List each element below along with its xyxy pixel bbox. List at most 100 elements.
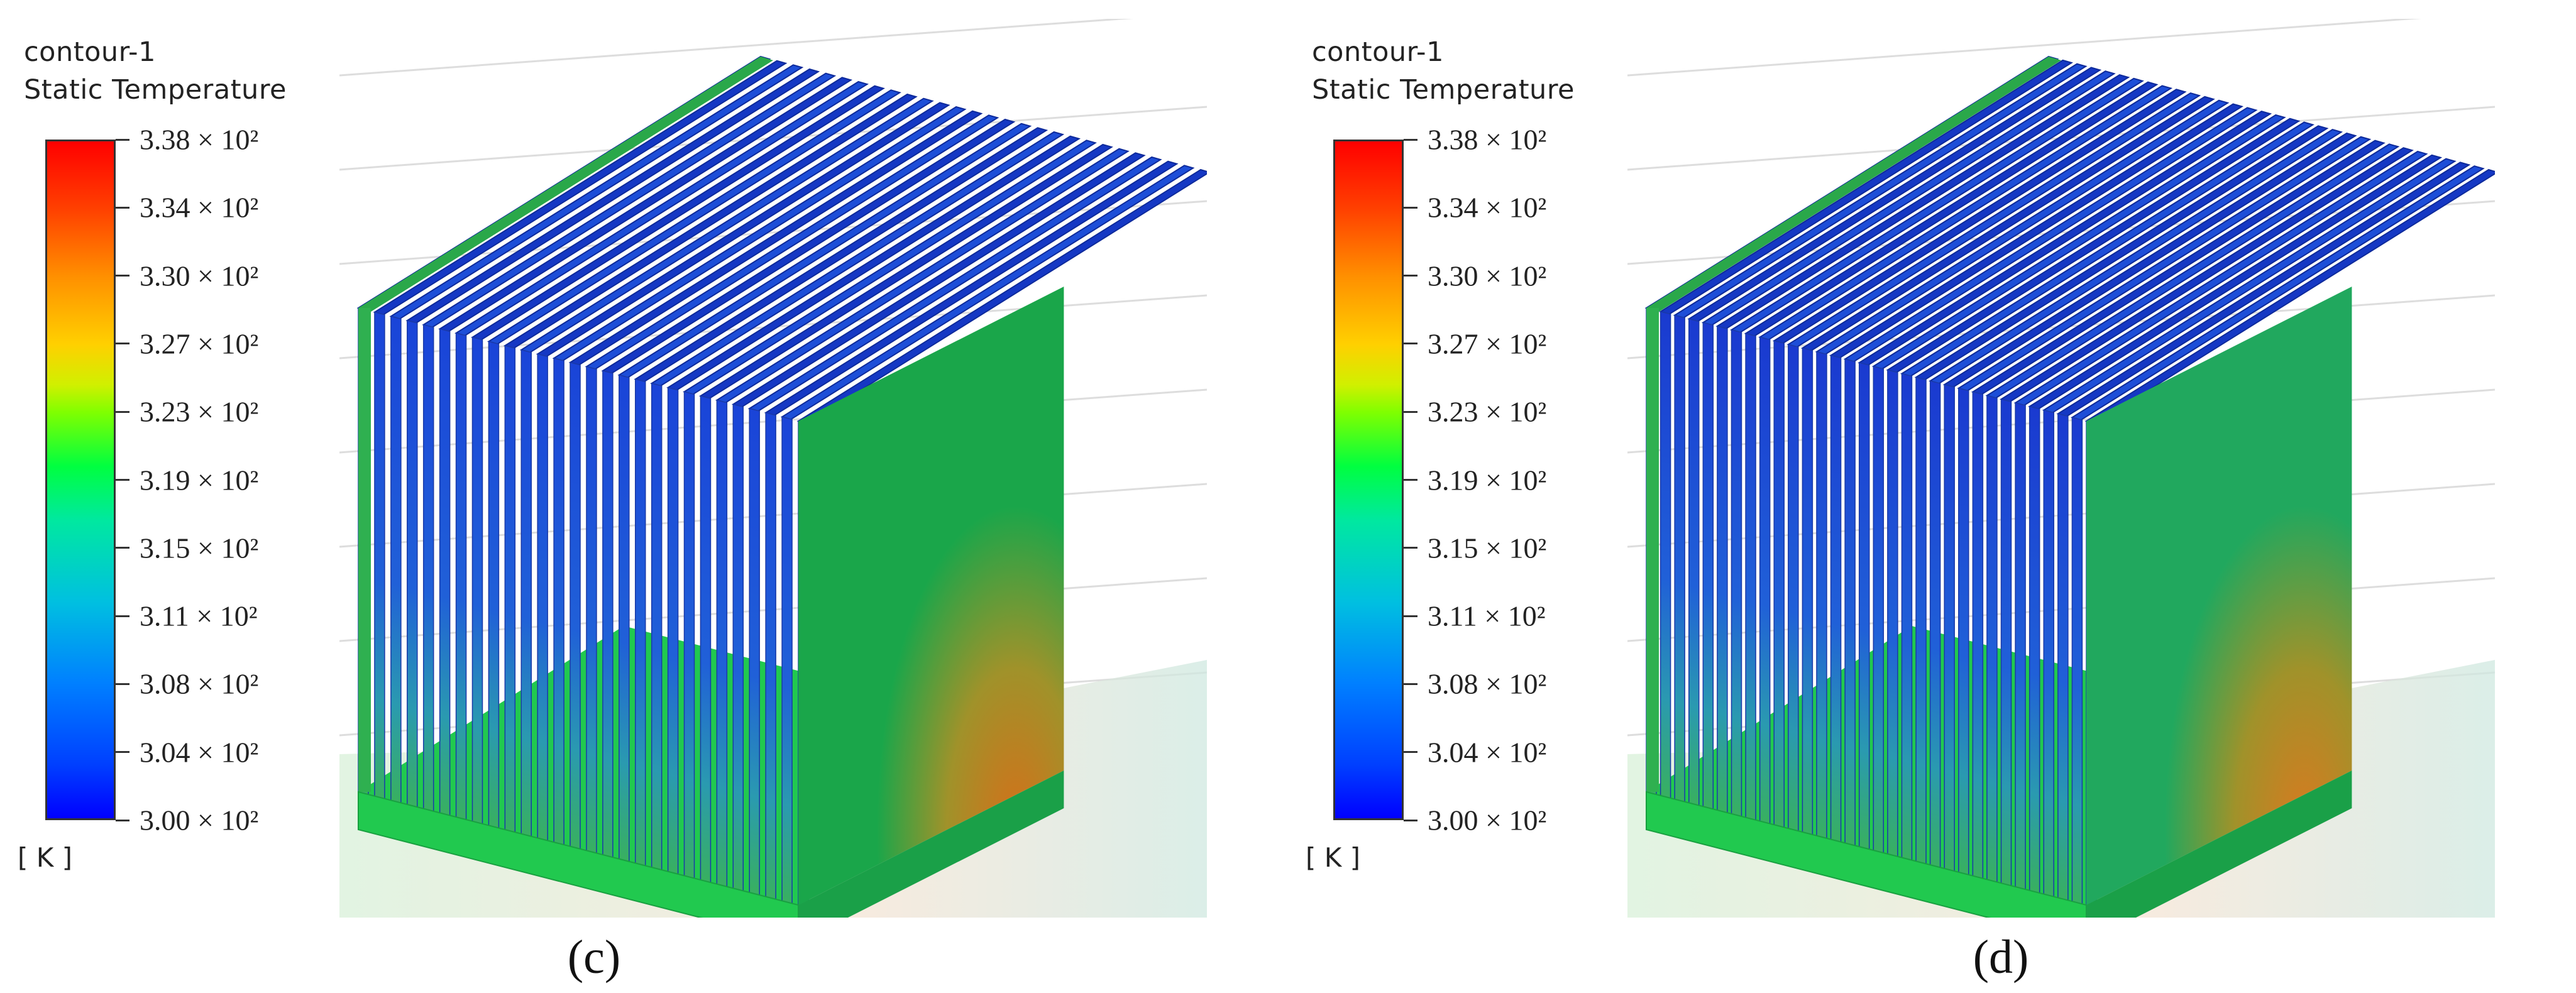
fin — [2057, 413, 2069, 901]
fin — [1674, 314, 1685, 803]
fin — [2015, 402, 2026, 891]
fin — [488, 341, 500, 829]
legend-tick-label: 3.30 × 10² — [1428, 260, 1547, 292]
end-fin-top — [358, 57, 773, 312]
fin — [1873, 365, 1885, 853]
fin — [2000, 398, 2012, 887]
fin — [1972, 391, 1984, 879]
fin — [520, 349, 532, 837]
legend-tick — [116, 206, 129, 209]
fin — [455, 332, 467, 821]
fin — [1915, 376, 1927, 865]
subfigure-label: (d) — [1973, 931, 2029, 984]
legend-tick — [116, 819, 129, 821]
legend-tick-label: 3.15 × 10² — [140, 532, 259, 564]
fin — [765, 412, 776, 900]
legend-tick — [1404, 138, 1417, 141]
fin — [781, 416, 793, 904]
fin — [1717, 326, 1728, 814]
panel-d: contour-1 Static Temperature [ K ] (d) 3… — [1288, 0, 2576, 993]
fin — [1745, 332, 1756, 821]
fin — [407, 320, 418, 808]
unit-label: [ K ] — [1306, 842, 1361, 873]
heat-sink-render — [1627, 19, 2495, 918]
heat-sink-render — [339, 19, 1207, 918]
fin — [716, 399, 728, 887]
fin — [732, 403, 744, 892]
fin — [553, 358, 564, 846]
legend-tick-label: 3.23 × 10² — [140, 395, 259, 428]
contour-name: contour-1 — [24, 36, 156, 68]
fin — [700, 395, 712, 884]
legend-tick-label: 3.19 × 10² — [1428, 464, 1547, 496]
end-fin — [358, 308, 371, 792]
end-fin — [1646, 308, 1659, 792]
fin — [1944, 383, 1955, 872]
legend-tick — [1404, 206, 1417, 209]
fin — [504, 345, 516, 833]
fin — [1788, 344, 1799, 832]
legend-tick-label: 3.30 × 10² — [140, 260, 259, 292]
base-plate-side — [2086, 771, 2352, 918]
fin — [667, 387, 679, 875]
panel-c: contour-1 Static Temperature [ K ] (c) 3… — [18, 19, 1207, 984]
fin — [602, 370, 614, 859]
legend-tick — [116, 683, 129, 685]
legend-tick-label: 3.11 × 10² — [1428, 600, 1546, 632]
legend-tick-label: 3.34 × 10² — [140, 191, 259, 224]
legend-tick-label: 3.08 × 10² — [1428, 667, 1547, 700]
fin — [1759, 336, 1771, 825]
fin — [683, 391, 695, 879]
fin — [1858, 362, 1870, 850]
fin — [439, 328, 451, 816]
legend-tick — [1404, 479, 1417, 481]
legend-tick — [116, 343, 129, 345]
legend-tick-label: 3.27 × 10² — [1428, 327, 1547, 360]
legend-tick — [1404, 683, 1417, 685]
legend-tick-label: 3.00 × 10² — [140, 804, 259, 837]
fin — [634, 378, 646, 867]
legend-tick-label: 3.04 × 10² — [1428, 736, 1547, 769]
legend-tick — [116, 751, 129, 754]
color-legend-bar — [1333, 140, 1404, 820]
legend-tick-label: 3.00 × 10² — [1428, 804, 1547, 837]
fin — [1816, 351, 1827, 839]
fin — [537, 353, 548, 842]
fin — [619, 374, 630, 862]
fin — [2071, 417, 2083, 905]
grid-line — [339, 19, 1133, 77]
legend-tick-label: 3.15 × 10² — [1428, 532, 1547, 564]
legend-tick-label: 3.04 × 10² — [140, 736, 259, 769]
fin — [1901, 373, 1913, 861]
fin — [390, 315, 402, 804]
legend-tick — [1404, 615, 1417, 617]
fin — [651, 383, 663, 871]
fin — [374, 311, 385, 799]
fin — [586, 366, 597, 854]
fin — [1986, 395, 1998, 883]
legend-tick-label: 3.27 × 10² — [140, 327, 259, 360]
legend-tick — [116, 275, 129, 277]
legend-tick — [1404, 547, 1417, 549]
legend-tick — [1404, 819, 1417, 821]
legend-tick — [1404, 275, 1417, 277]
subfigure-label: (c) — [567, 931, 621, 984]
legend-tick — [116, 138, 129, 141]
base-plate-side — [798, 771, 1064, 918]
grid-line — [1627, 19, 2421, 77]
legend-tick — [116, 615, 129, 617]
legend-ticks — [116, 138, 131, 821]
legend-tick — [1404, 343, 1417, 345]
fin — [2043, 409, 2055, 897]
legend-tick — [116, 547, 129, 549]
legend-tick-label: 3.38 × 10² — [1428, 123, 1547, 156]
fin — [1830, 354, 1842, 843]
base-plate-front — [358, 791, 799, 918]
unit-label: [ K ] — [18, 842, 73, 873]
end-fin-top — [1646, 57, 2061, 312]
legend-ticks — [1404, 138, 1419, 821]
legend-tick — [116, 479, 129, 481]
fin — [1688, 318, 1700, 806]
fin — [1773, 340, 1785, 828]
legend-tick-label: 3.11 × 10² — [140, 600, 258, 632]
